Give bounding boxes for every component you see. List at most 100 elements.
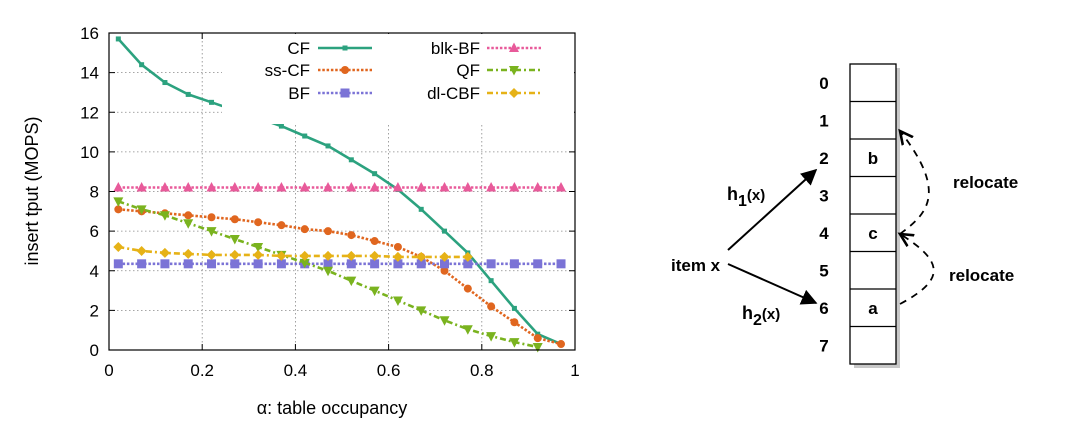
bucket-index-7: 7 — [819, 336, 828, 355]
data-point-blk-bf — [439, 182, 450, 192]
data-point-qf — [299, 258, 310, 269]
data-point-blk-bf — [276, 182, 287, 192]
bucket-item-b: b — [868, 149, 878, 168]
data-point-bf — [230, 259, 240, 269]
legend-item-ss-cf: ss-CF — [265, 61, 372, 80]
data-point-bf — [113, 259, 123, 269]
data-point-ss-cf — [300, 225, 309, 234]
y-tick-label: 6 — [90, 222, 99, 241]
chart-series — [113, 36, 567, 353]
hash-table: 0 1 2 b 3 4 c 5 6 a 7 — [819, 63, 900, 368]
y-tick-label: 14 — [80, 64, 99, 83]
data-point-bf — [370, 259, 380, 269]
data-point-blk-bf — [462, 182, 473, 192]
data-point-qf — [323, 266, 334, 277]
data-point-bf — [440, 259, 450, 269]
data-point-bf — [486, 259, 496, 269]
h1-sub: 1 — [738, 193, 747, 210]
data-point-blk-bf — [323, 182, 334, 192]
h1-arrow — [727, 168, 818, 251]
relocate-label-lower: relocate — [949, 266, 1014, 285]
data-point-dl-cbf — [369, 250, 380, 261]
data-point-dl-cbf — [439, 251, 450, 262]
cuckoo-hash-diagram: 012 b34 c56 a7 item x h1(x) h2(x) relocate … — [671, 63, 1018, 368]
data-point-blk-bf — [532, 182, 543, 192]
bucket-item-a: a — [868, 299, 878, 318]
data-point-qf — [462, 325, 473, 335]
data-point-blk-bf — [136, 182, 147, 192]
data-point-blk-bf — [369, 182, 380, 192]
h2-base: h — [742, 303, 753, 323]
y-tick-label: 2 — [90, 301, 99, 320]
data-point-ss-cf — [557, 340, 566, 349]
data-point-ss-cf — [114, 205, 123, 214]
bucket-index-3: 3 — [819, 186, 828, 205]
data-point-cf — [348, 157, 354, 163]
h2-arrow — [727, 263, 818, 305]
data-point-ss-cf — [533, 334, 542, 343]
data-point-bf — [533, 259, 543, 269]
series-line-dl-cbf — [118, 245, 468, 259]
bucket-item-c: c — [868, 224, 877, 243]
bucket-index-4: 4 — [819, 224, 829, 243]
legend-marker-blk-bf — [509, 42, 519, 52]
data-point-ss-cf — [393, 242, 402, 251]
data-point-ss-cf — [440, 266, 449, 275]
series-line-cf — [117, 38, 562, 346]
data-point-ss-cf — [184, 211, 193, 220]
data-point-ss-cf — [510, 318, 519, 327]
data-point-ss-cf — [347, 231, 356, 240]
data-point-dl-cbf — [253, 249, 264, 260]
legend-marker-dl-cbf — [509, 88, 519, 98]
data-point-blk-bf — [556, 182, 567, 192]
series-qf — [113, 197, 543, 353]
data-point-ss-cf — [254, 218, 263, 227]
series-bf — [113, 259, 566, 269]
data-point-blk-bf — [183, 182, 194, 192]
data-point-ss-cf — [487, 302, 496, 311]
legend-marker-ss-cf — [341, 66, 349, 74]
data-point-cf — [278, 123, 284, 129]
data-point-ss-cf — [463, 284, 472, 293]
h1-base: h — [727, 184, 738, 204]
data-point-cf — [115, 36, 121, 42]
data-point-cf — [418, 206, 424, 212]
data-point-bf — [276, 259, 286, 269]
data-point-cf — [442, 228, 448, 234]
data-point-blk-bf — [113, 182, 124, 192]
x-tick-label: 0.2 — [190, 361, 214, 380]
data-point-ss-cf — [324, 227, 333, 236]
x-tick-label: 0.8 — [470, 361, 494, 380]
data-point-qf — [486, 332, 497, 342]
legend-item-qf: QF — [456, 61, 541, 80]
x-axis-label: α: table occupancy — [257, 398, 408, 418]
data-point-qf — [113, 197, 124, 207]
data-point-dl-cbf — [346, 250, 357, 261]
data-point-qf — [229, 235, 240, 245]
series-blk-bf — [113, 182, 567, 192]
y-axis-label: insert tput (MOPS) — [22, 116, 42, 265]
series-dl-cbf — [113, 241, 473, 262]
data-point-qf — [346, 276, 357, 287]
data-point-cf — [488, 278, 494, 284]
data-point-bf — [160, 259, 170, 269]
throughput-chart: 0 2 4 6 8 10 12 14 16 0 0.2 0.4 0.6 0.8 1 insert tput … — [22, 24, 580, 418]
item-label: item x — [671, 256, 721, 275]
data-point-qf — [392, 296, 403, 306]
legend-label-blk-bf: blk-BF — [431, 39, 480, 58]
data-point-cf — [325, 143, 331, 149]
data-point-dl-cbf — [462, 251, 473, 262]
data-point-blk-bf — [486, 182, 497, 192]
x-tick-label: 1 — [570, 361, 579, 380]
data-point-ss-cf — [277, 221, 286, 230]
data-point-cf — [162, 80, 168, 86]
relocate-arrow-c-to-b — [900, 131, 930, 235]
data-point-dl-cbf — [136, 245, 147, 256]
data-point-dl-cbf — [229, 249, 240, 260]
bucket-index-2: 2 — [819, 149, 828, 168]
h1-arg: (x) — [747, 187, 765, 204]
data-point-cf — [209, 99, 215, 105]
h2-label: h2(x) — [742, 303, 780, 329]
data-point-dl-cbf — [276, 250, 287, 261]
legend-label-cf: CF — [287, 39, 310, 58]
